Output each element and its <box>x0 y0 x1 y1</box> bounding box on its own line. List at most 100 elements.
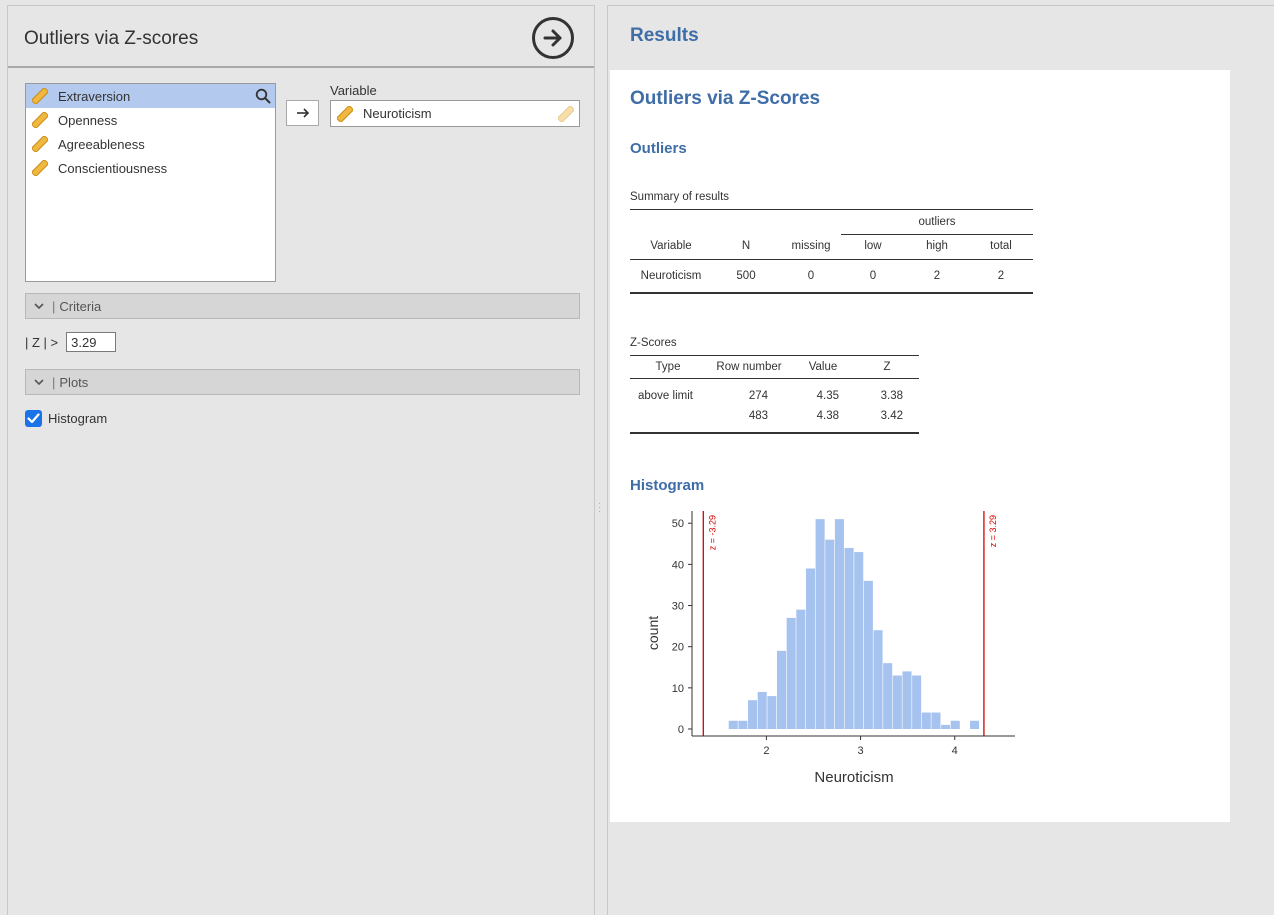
variable-label: Openness <box>58 112 118 128</box>
outliers-heading: Outliers <box>630 140 687 157</box>
zscores-cell-value: 4.35 <box>816 390 839 402</box>
summary-cell-n: 500 <box>736 270 756 282</box>
zscores-cell-z: 3.38 <box>880 390 903 402</box>
limit-line-label: z = 3.29 <box>988 515 998 547</box>
summary-col-n: N <box>741 240 751 252</box>
variable-label: Extraversion <box>58 88 131 104</box>
limit-line-label: z = -3.29 <box>707 515 717 550</box>
summary-table-caption: Summary of results <box>630 191 730 203</box>
table-rule <box>630 355 919 356</box>
y-axis-label: count <box>645 616 661 650</box>
analysis-heading: Outliers via Z-Scores <box>630 88 821 109</box>
x-axis-label: Neuroticism <box>814 769 893 786</box>
zscores-cell-type: above limit <box>638 390 693 402</box>
histogram-bar <box>825 539 835 729</box>
ruler-icon <box>32 136 48 152</box>
summary-col-variable: Variable <box>650 240 692 252</box>
histogram-bar <box>863 580 873 729</box>
variable-list[interactable]: Extraversion Openness Agreeableness Cons… <box>25 83 276 282</box>
z-threshold-input[interactable] <box>66 332 117 352</box>
zscores-cell-row: 483 <box>748 410 768 422</box>
table-rule <box>630 292 1033 294</box>
limit-lines: z = -3.29 z = 3.29 <box>702 511 998 736</box>
summary-cell-total: 2 <box>997 270 1005 282</box>
x-tick-label: 2 <box>763 745 769 757</box>
summary-col-high: high <box>926 240 948 252</box>
histogram-bar <box>950 720 960 729</box>
target-variable-label: Variable <box>330 83 377 98</box>
zscores-cell-row: 274 <box>748 390 768 402</box>
histogram-bar <box>834 519 844 729</box>
zscores-col-row: Row number <box>716 361 782 373</box>
x-tick-label: 4 <box>952 745 958 757</box>
plots-section-label: Plots <box>59 374 89 390</box>
z-threshold-label: | Z | > <box>25 334 59 350</box>
options-header: Outliers via Z-scores <box>8 6 594 68</box>
chevron-down-icon <box>34 302 44 309</box>
panel-resize-handle[interactable]: · · · <box>598 498 602 517</box>
histogram-bar <box>921 712 931 729</box>
y-tick-label: 30 <box>672 601 684 613</box>
ruler-icon <box>32 160 48 176</box>
histogram-bars <box>728 519 980 729</box>
histogram-bar <box>757 691 767 729</box>
histogram-bar <box>767 696 777 729</box>
histogram-bar <box>748 700 758 729</box>
histogram-bar <box>854 552 864 729</box>
histogram-axes: 0 10 20 30 40 50 2 3 4 <box>672 511 1015 757</box>
variable-item-extraversion[interactable]: Extraversion <box>26 84 275 108</box>
histogram-bar <box>844 547 854 729</box>
histogram-chart: z = -3.29 z = 3.29 0 10 20 30 40 50 2 3 4 Neuroti… <box>645 511 1015 786</box>
variable-item-openness[interactable]: Openness <box>26 108 275 132</box>
histogram-bar <box>970 720 980 729</box>
zscores-table-caption: Z-Scores <box>630 337 677 349</box>
ruler-icon <box>558 106 574 122</box>
criteria-section-toggle[interactable]: | Criteria <box>25 293 580 319</box>
variable-label: Conscientiousness <box>58 160 168 176</box>
histogram-bar <box>892 675 902 729</box>
ruler-icon <box>32 112 48 128</box>
histogram-bar <box>912 675 922 729</box>
z-threshold-row: | Z | > <box>25 332 117 352</box>
histogram-bar <box>902 671 912 729</box>
x-tick-label: 3 <box>858 745 864 757</box>
zscores-col-value: Value <box>808 361 838 373</box>
results-title: Results <box>630 25 699 46</box>
summary-cell-high: 2 <box>933 270 941 282</box>
histogram-bar <box>873 630 883 729</box>
move-variable-button[interactable] <box>286 100 319 126</box>
table-rule <box>630 259 1033 260</box>
y-tick-label: 0 <box>678 724 684 736</box>
summary-col-low: low <box>864 240 882 252</box>
search-icon <box>255 88 271 104</box>
histogram-option[interactable]: Histogram <box>25 410 107 427</box>
arrow-right-icon <box>543 29 562 47</box>
summary-col-total: total <box>990 240 1012 252</box>
histogram-checkbox[interactable] <box>25 410 42 427</box>
arrow-right-icon <box>296 108 309 118</box>
target-variable-box[interactable]: Neuroticism <box>330 100 580 127</box>
histogram-bar <box>815 519 825 729</box>
ruler-icon <box>32 88 48 104</box>
outliers-group-header: outliers <box>918 216 956 228</box>
histogram-bar <box>941 724 951 729</box>
go-to-results-button[interactable] <box>532 17 574 59</box>
variable-item-agreeableness[interactable]: Agreeableness <box>26 132 275 156</box>
histogram-bar <box>796 609 806 729</box>
y-tick-label: 10 <box>672 683 684 695</box>
search-button[interactable] <box>253 86 273 106</box>
zscores-cell-value: 4.38 <box>816 410 839 422</box>
variable-label: Agreeableness <box>58 136 145 152</box>
results-panel: Results Outliers via Z-Scores Outliers S… <box>607 5 1274 915</box>
results-output: Outliers via Z-Scores Outliers Summary o… <box>610 70 1230 822</box>
histogram-bar <box>786 617 796 729</box>
zscores-col-type: Type <box>655 361 681 373</box>
variable-item-conscientiousness[interactable]: Conscientiousness <box>26 156 275 180</box>
y-tick-label: 40 <box>672 559 684 571</box>
histogram-bar <box>728 720 738 729</box>
histogram-bar <box>805 568 815 729</box>
histogram-bar <box>776 650 787 729</box>
table-rule <box>630 209 1033 210</box>
summary-col-missing: missing <box>791 240 831 252</box>
plots-section-toggle[interactable]: | Plots <box>25 369 580 395</box>
